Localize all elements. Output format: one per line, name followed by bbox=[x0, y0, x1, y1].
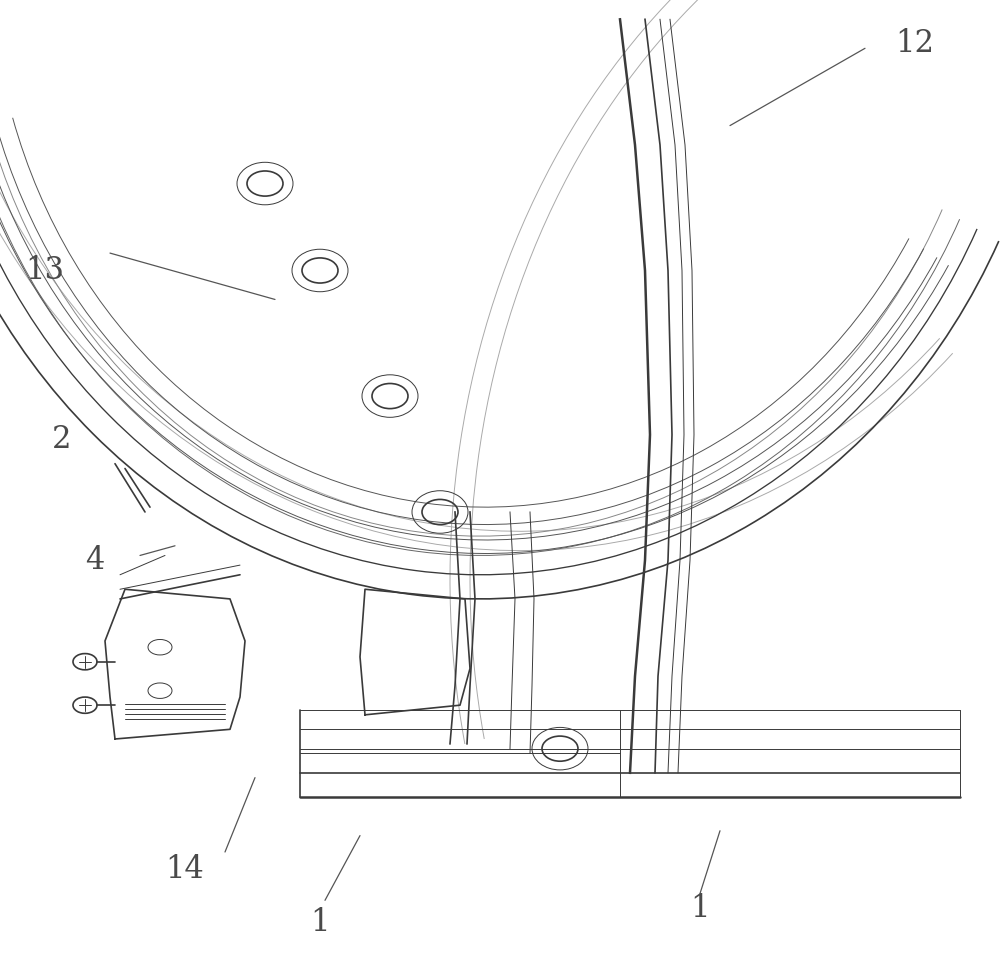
Text: 4: 4 bbox=[85, 545, 105, 576]
Text: 14: 14 bbox=[166, 854, 204, 885]
Text: 13: 13 bbox=[26, 255, 64, 286]
Text: 1: 1 bbox=[690, 893, 710, 923]
Text: 12: 12 bbox=[896, 28, 934, 59]
Text: 2: 2 bbox=[52, 424, 72, 455]
Text: 1: 1 bbox=[310, 907, 330, 938]
